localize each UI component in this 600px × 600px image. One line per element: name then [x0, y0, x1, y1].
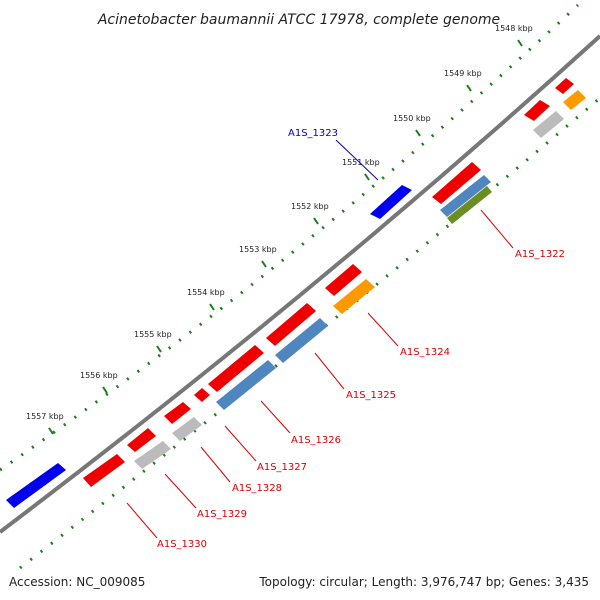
label-leaders: [126, 139, 514, 539]
gene-red[interactable]: [164, 402, 191, 424]
gene-label[interactable]: A1S_1328: [232, 483, 282, 494]
gene-labels: A1S_1323 A1S_1322 A1S_1324 A1S_1325 A1S_…: [157, 128, 565, 550]
leader-line: [367, 312, 399, 347]
kbp-scale: 1548 kbp 1549 kbp 1550 kbp 1551 kbp 1552…: [26, 24, 533, 421]
leader-line: [224, 425, 257, 462]
feature-orange[interactable]: [563, 90, 586, 110]
gene-label[interactable]: A1S_1330: [157, 539, 207, 550]
kbp-tick-mark: [102, 386, 108, 394]
genome-summary-text: Topology: circular; Length: 3,976,747 bp…: [258, 575, 589, 589]
genome-backbone: [0, 34, 600, 534]
leader-line: [314, 352, 345, 390]
gene-label[interactable]: A1S_1327: [257, 462, 307, 473]
gene-a1s-1322[interactable]: [432, 162, 481, 204]
outer-tick-ring: [0, 3, 580, 472]
gray-features: [134, 111, 564, 469]
kbp-tick-mark: [209, 303, 215, 311]
kbp-tick-mark: [415, 129, 421, 137]
kbp-label: 1556 kbp: [80, 371, 118, 380]
gene-red[interactable]: [83, 454, 125, 487]
forward-genes: [6, 185, 412, 508]
gene-red[interactable]: [555, 78, 574, 94]
feature-gray[interactable]: [134, 441, 171, 469]
feature-blue[interactable]: [440, 175, 491, 217]
gene-red[interactable]: [127, 428, 156, 452]
feature-gray[interactable]: [172, 417, 202, 441]
feature-gray[interactable]: [533, 111, 564, 138]
kbp-tick-mark: [48, 427, 54, 435]
reverse-genes: [83, 78, 574, 487]
kbp-tick-mark: [364, 173, 370, 181]
feature-orange[interactable]: [333, 279, 375, 314]
gene-forward-left[interactable]: [6, 463, 66, 508]
kbp-label: 1555 kbp: [134, 330, 172, 339]
leader-line: [126, 502, 158, 539]
kbp-label: 1548 kbp: [495, 24, 533, 33]
feature-blue[interactable]: [216, 360, 276, 410]
kbp-label: 1554 kbp: [187, 288, 225, 297]
kbp-tick-mark: [156, 345, 162, 353]
leader-line: [260, 400, 291, 434]
leader-line: [200, 446, 231, 483]
orange-features: [333, 90, 586, 314]
kbp-tick-mark: [517, 39, 523, 47]
kbp-label: 1549 kbp: [444, 69, 482, 78]
map-title: Acinetobacter baumannii ATCC 17978, comp…: [97, 12, 500, 28]
kbp-label: 1557 kbp: [26, 412, 64, 421]
gene-red[interactable]: [208, 345, 264, 392]
gene-label[interactable]: A1S_1329: [197, 509, 247, 520]
gene-label[interactable]: A1S_1325: [346, 390, 396, 401]
kbp-label: 1552 kbp: [291, 202, 329, 211]
accession-text: Accession: NC_009085: [9, 575, 145, 589]
gene-a1s-1323[interactable]: [370, 185, 412, 219]
kbp-tick-mark: [313, 217, 319, 225]
gene-label[interactable]: A1S_1322: [515, 249, 565, 260]
leader-line: [335, 139, 379, 181]
green-features: [447, 186, 492, 224]
kbp-tick-mark: [466, 84, 472, 92]
gene-red[interactable]: [266, 303, 316, 346]
kbp-tick-mark: [261, 260, 267, 268]
feature-green[interactable]: [447, 186, 492, 224]
kbp-label: 1553 kbp: [239, 245, 277, 254]
kbp-label: 1551 kbp: [342, 158, 380, 167]
kbp-label: 1550 kbp: [393, 114, 431, 123]
gene-label[interactable]: A1S_1324: [400, 347, 450, 358]
gene-label[interactable]: A1S_1326: [291, 435, 341, 446]
leader-line: [164, 473, 197, 509]
leader-line: [480, 209, 514, 249]
blue-features: [216, 175, 491, 410]
gene-red[interactable]: [325, 264, 362, 296]
gene-label[interactable]: A1S_1323: [288, 128, 338, 139]
feature-blue[interactable]: [275, 318, 328, 363]
gene-red[interactable]: [524, 100, 550, 121]
gene-red[interactable]: [194, 388, 210, 402]
